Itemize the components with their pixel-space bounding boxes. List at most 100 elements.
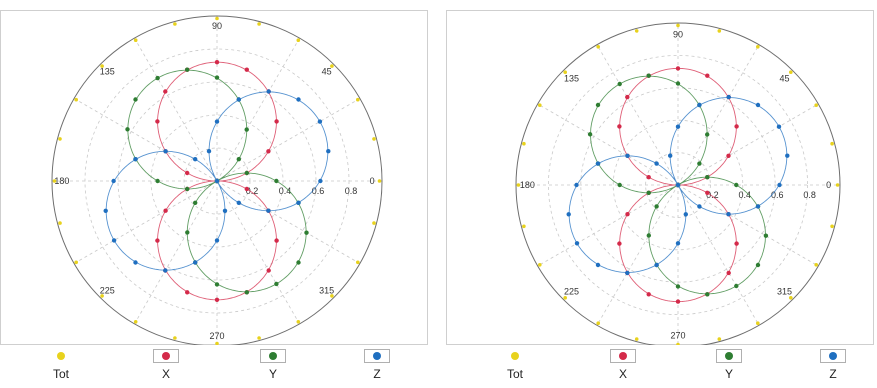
spoke-gridline — [677, 44, 760, 186]
data-point-tot — [756, 321, 760, 326]
angle-tick-135: 135 — [564, 73, 579, 83]
legend-label-y: Y — [268, 367, 277, 381]
angle-tick-315: 315 — [777, 287, 792, 297]
spoke-gridline — [596, 44, 679, 186]
data-point-tot — [356, 97, 360, 102]
data-point-z — [697, 102, 702, 108]
spoke-gridline — [677, 184, 760, 326]
data-point-tot — [835, 183, 840, 187]
angle-tick-180: 180 — [54, 176, 69, 186]
data-point-z — [625, 270, 630, 276]
data-point-y — [133, 97, 138, 102]
data-point-x — [734, 124, 739, 129]
data-point-y — [274, 178, 279, 184]
data-point-z — [683, 212, 688, 217]
data-point-y — [214, 75, 220, 80]
data-point-tot — [215, 341, 219, 345]
data-point-x — [705, 190, 710, 195]
data-point-z — [755, 102, 761, 108]
legend-item-tot: Tot — [40, 347, 86, 385]
data-point-y — [274, 281, 279, 287]
data-point-y — [654, 204, 659, 209]
data-point-z — [133, 260, 138, 265]
data-point-y — [193, 200, 198, 205]
legend-swatch-z — [820, 349, 846, 363]
polar-chart-right: 0 45 90 135 180 225 270 315 0.2 0.4 0.6 0.8 — [515, 22, 841, 345]
data-point-tot — [377, 179, 382, 183]
data-point-y — [244, 290, 249, 295]
radial-tick-0.4: 0.4 — [279, 186, 292, 196]
legend-item-tot: Tot — [494, 347, 540, 385]
data-point-tot — [100, 64, 104, 68]
data-point-z — [697, 204, 702, 209]
angle-tick-315: 315 — [319, 286, 334, 296]
spoke-gridline — [537, 103, 679, 186]
data-point-tot — [257, 336, 261, 340]
legend-marker-tot — [511, 352, 519, 360]
angle-tick-90: 90 — [212, 21, 222, 31]
data-point-y — [646, 233, 651, 238]
data-point-z — [675, 241, 681, 246]
legend-marker-tot — [57, 352, 65, 360]
polar-outer-circle — [515, 22, 841, 345]
polar-outer-circle — [51, 15, 383, 345]
data-point-z — [236, 200, 241, 205]
data-point-x — [675, 66, 681, 71]
data-point-z — [296, 97, 301, 102]
data-point-x — [726, 153, 731, 158]
data-point-tot — [814, 263, 818, 267]
ring-gridline — [183, 147, 251, 215]
data-point-z — [214, 178, 220, 184]
angle-tick-270: 270 — [209, 331, 224, 341]
data-point-z — [103, 208, 108, 213]
data-point-x — [625, 94, 630, 100]
data-point-tot — [356, 260, 360, 265]
data-point-x — [155, 238, 160, 243]
series-tot — [52, 16, 382, 345]
data-point-y — [617, 182, 622, 188]
data-point-y — [734, 283, 739, 289]
spoke-gridline — [216, 98, 361, 182]
data-point-tot — [676, 23, 680, 28]
ring-gridline — [645, 152, 711, 218]
data-point-z — [326, 149, 331, 154]
data-point-x — [185, 170, 190, 176]
radial-tick-0.8: 0.8 — [803, 190, 816, 200]
data-point-y — [675, 81, 681, 86]
data-point-z — [111, 178, 116, 184]
data-point-z — [777, 182, 782, 188]
data-point-tot — [789, 70, 793, 74]
data-point-z — [111, 238, 117, 243]
angle-tick-270: 270 — [670, 331, 685, 341]
data-point-z — [222, 208, 228, 213]
data-point-tot — [173, 22, 177, 26]
spoke-gridline — [73, 98, 218, 182]
legend-label-tot: Tot — [506, 367, 523, 381]
data-point-y — [697, 161, 702, 166]
data-point-tot — [58, 137, 62, 141]
legend-marker-z — [829, 352, 837, 360]
data-point-x — [734, 241, 739, 246]
data-point-y — [646, 73, 651, 78]
data-point-tot — [563, 70, 567, 74]
legend-marker-y — [725, 352, 733, 360]
legend-swatch-tot — [48, 349, 74, 363]
radial-tick-0.2: 0.2 — [706, 190, 719, 200]
angle-tick-90: 90 — [673, 29, 683, 39]
data-point-z — [776, 124, 782, 129]
data-point-z — [595, 161, 601, 166]
spoke-gridline — [134, 37, 218, 182]
data-point-tot — [756, 45, 760, 49]
angle-tick-45: 45 — [780, 73, 790, 83]
legend-swatch-tot — [502, 349, 528, 363]
ring-gridline — [547, 54, 809, 316]
legend: Tot X Y Z — [0, 345, 430, 388]
data-point-z — [266, 89, 271, 94]
data-point-tot — [538, 263, 542, 267]
data-point-z — [574, 182, 579, 188]
angle-tick-labels: 0 45 90 135 180 225 270 315 0.2 0.4 0.6 0.8 — [520, 29, 831, 340]
radial-tick-0.6: 0.6 — [771, 190, 784, 200]
plot-frame — [0, 10, 428, 345]
data-point-z — [726, 212, 731, 217]
data-point-z — [726, 94, 731, 100]
